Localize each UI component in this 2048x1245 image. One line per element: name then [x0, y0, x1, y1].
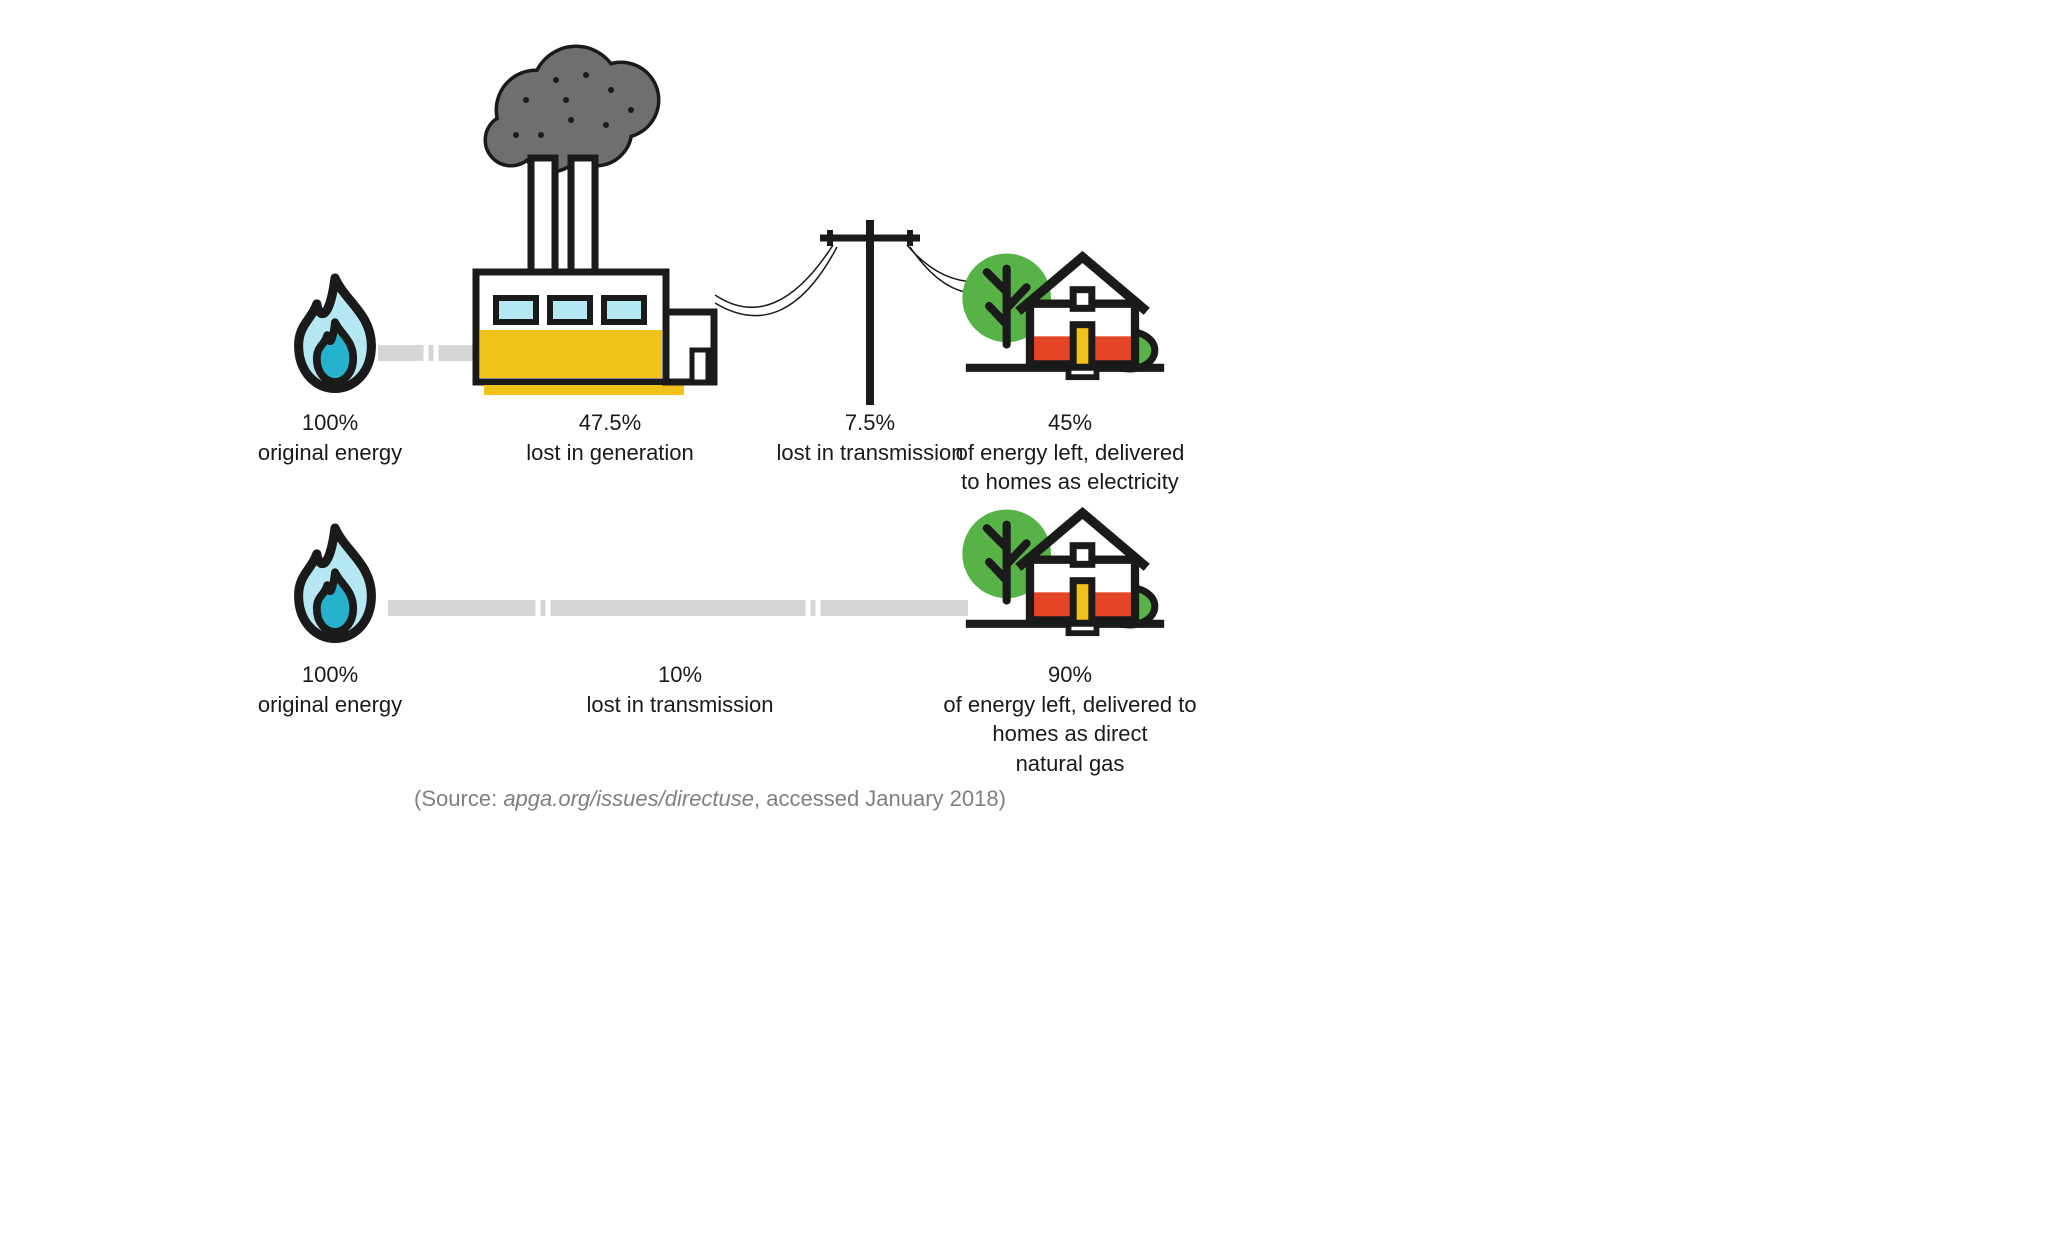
house-icon — [960, 222, 1170, 397]
source-suffix: , accessed January 2018) — [754, 786, 1006, 811]
r2-trans-label: 10% lost in transmission — [540, 660, 820, 719]
r2-home-txt: of energy left, delivered tohomes as dir… — [943, 692, 1196, 776]
r2-home-pct: 90% — [1048, 662, 1092, 687]
r2-source-label: 100% original energy — [220, 660, 440, 719]
r2-home-label: 90% of energy left, delivered tohomes as … — [930, 660, 1210, 779]
r1-gen-label: 47.5% lost in generation — [480, 408, 740, 467]
r1-plant — [456, 40, 756, 400]
r1-source-txt: original energy — [258, 440, 402, 465]
pipe-r2 — [388, 593, 968, 623]
r1-gen-txt: lost in generation — [526, 440, 694, 465]
plant-icon — [456, 40, 736, 400]
r1-trans-pct: 7.5% — [845, 410, 895, 435]
source-prefix: (Source: — [414, 786, 503, 811]
r1-home-pct: 45% — [1048, 410, 1092, 435]
source-cite: apga.org/issues/directuse — [503, 786, 754, 811]
r1-source-label: 100% original energy — [220, 408, 440, 467]
r1-source-pct: 100% — [302, 410, 358, 435]
source-citation: (Source: apga.org/issues/directuse, acce… — [360, 786, 1060, 812]
r1-gen-pct: 47.5% — [579, 410, 641, 435]
house-icon — [960, 478, 1170, 653]
r2-trans-pct: 10% — [658, 662, 702, 687]
r1-house — [955, 222, 1175, 397]
flame-icon — [270, 260, 400, 400]
r1-trans-txt: lost in transmission — [776, 440, 963, 465]
r1-source — [255, 260, 415, 400]
wires — [715, 235, 995, 355]
r2-source — [255, 510, 415, 650]
r2-house — [955, 478, 1175, 653]
r2-source-pct: 100% — [302, 662, 358, 687]
flame-icon — [270, 510, 400, 650]
r2-source-txt: original energy — [258, 692, 402, 717]
r2-trans-txt: lost in transmission — [586, 692, 773, 717]
